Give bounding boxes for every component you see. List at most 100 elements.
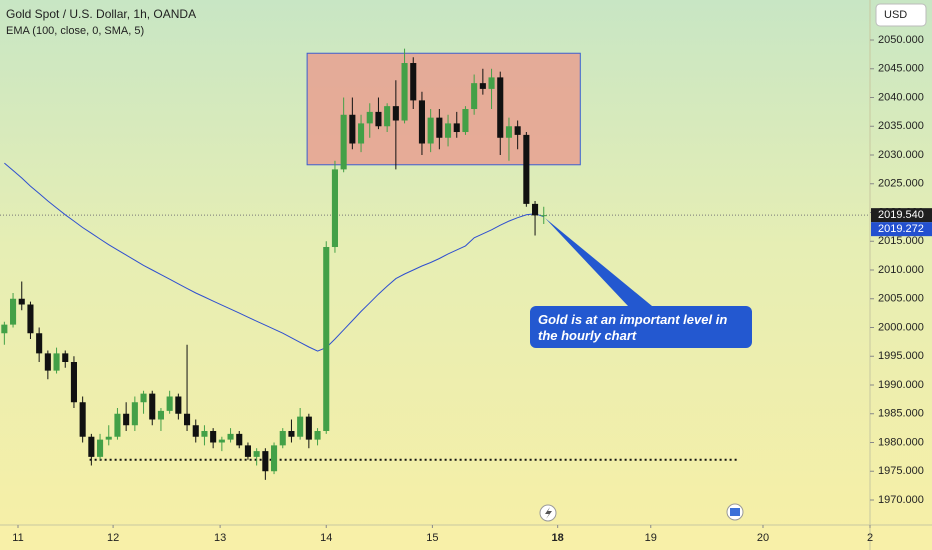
candle-body [70, 361, 77, 403]
candle-body [410, 63, 417, 101]
x-tick-label: 11 [12, 532, 23, 544]
candle-body [27, 304, 34, 334]
candle-body [44, 353, 51, 371]
candle-body [279, 430, 286, 446]
candle-body [436, 117, 443, 138]
candle-body [79, 402, 86, 437]
candle-body [10, 298, 17, 325]
y-tick-label: 1985.000 [878, 408, 924, 420]
candle-body [210, 430, 217, 443]
ema-tag-label: 2019.272 [878, 223, 924, 235]
candle-body [201, 430, 208, 437]
y-tick-label: 2030.000 [878, 149, 924, 161]
candle-body [471, 83, 478, 110]
plot-area [0, 48, 870, 480]
y-tick-label: 2035.000 [878, 120, 924, 132]
y-tick-label: 2045.000 [878, 63, 924, 75]
candle-body [358, 123, 365, 144]
candle-body [488, 77, 495, 89]
candle-body [18, 298, 25, 305]
candle-body [514, 126, 521, 135]
candle-body [479, 83, 486, 89]
candle-body [97, 439, 104, 457]
candle-body [331, 169, 338, 248]
y-tick-label: 2000.000 [878, 321, 924, 333]
candle-body [218, 439, 225, 443]
y-tick-label: 2010.000 [878, 264, 924, 276]
candle-body [236, 433, 243, 446]
candle-body [1, 324, 8, 334]
x-tick-label: 12 [107, 532, 119, 544]
candle-body [244, 445, 251, 457]
chart-title: Gold Spot / U.S. Dollar, 1h, OANDA [6, 7, 196, 21]
candle-body [123, 413, 130, 426]
price-tag-label: 2019.540 [878, 209, 924, 221]
candle-body [131, 402, 138, 426]
candle-body [149, 393, 156, 420]
x-tick-label: 20 [757, 532, 769, 544]
candle-body [418, 100, 425, 144]
candle-body [532, 203, 539, 216]
lightning-icon [539, 504, 557, 522]
x-tick-label: 13 [214, 532, 226, 544]
candle-body [184, 413, 191, 426]
ema-line [4, 162, 544, 352]
candle-body [392, 106, 399, 121]
candle-body [505, 126, 512, 138]
price-tag [871, 208, 932, 223]
candle-body [114, 413, 121, 437]
callout: Gold is at an important level in the hou… [530, 306, 752, 348]
y-tick-label: 1980.000 [878, 436, 924, 448]
indicator-legend: EMA (100, close, 0, SMA, 5) [6, 25, 144, 37]
candle-body [192, 425, 199, 437]
currency: USD [884, 9, 907, 21]
y-tick-label: 1975.000 [878, 465, 924, 477]
candle-body [314, 430, 321, 440]
ema-tag [871, 222, 932, 237]
candle-body [175, 396, 182, 414]
calendar-icon [726, 503, 744, 521]
resistance-zone [306, 52, 581, 166]
candle-body [36, 333, 43, 354]
candle-body [253, 451, 260, 457]
candle-body [62, 353, 69, 362]
callout-arrow [545, 218, 652, 306]
candle-body [366, 111, 373, 124]
y-tick-label: 2040.000 [878, 91, 924, 103]
currency-button[interactable] [875, 3, 927, 27]
candle-body [375, 111, 382, 127]
candle-body [166, 396, 173, 411]
candle-body [88, 436, 95, 457]
candle-body [227, 433, 234, 440]
candle-body [105, 436, 112, 440]
x-tick-label: 15 [426, 532, 438, 544]
candle-body [427, 117, 434, 144]
candle-body [140, 393, 147, 403]
candle-body [271, 445, 278, 472]
candle-body [349, 114, 356, 144]
y-tick-label: 1970.000 [878, 494, 924, 506]
candle-body [401, 63, 408, 121]
x-axis-band [0, 525, 932, 550]
y-tick-label: 2025.000 [878, 178, 924, 190]
y-tick-label: 1995.000 [878, 350, 924, 362]
y-tick-label: 2050.000 [878, 34, 924, 46]
y-tick-label: 2015.000 [878, 235, 924, 247]
candle-body [262, 451, 269, 472]
x-tick-label: 19 [645, 532, 657, 544]
candle-body [157, 410, 164, 420]
candle-body [297, 416, 304, 437]
x-tick-label: 18 [552, 532, 564, 544]
candle-body [305, 416, 312, 440]
candle-body [323, 247, 330, 431]
candle-body [340, 114, 347, 170]
x-tick-label: 2 [867, 532, 873, 544]
candle-body [445, 123, 452, 138]
candle-body [384, 106, 391, 127]
candle-body [462, 109, 469, 133]
candle-body [497, 77, 504, 138]
candle-body [540, 215, 547, 217]
candle-body [453, 123, 460, 133]
